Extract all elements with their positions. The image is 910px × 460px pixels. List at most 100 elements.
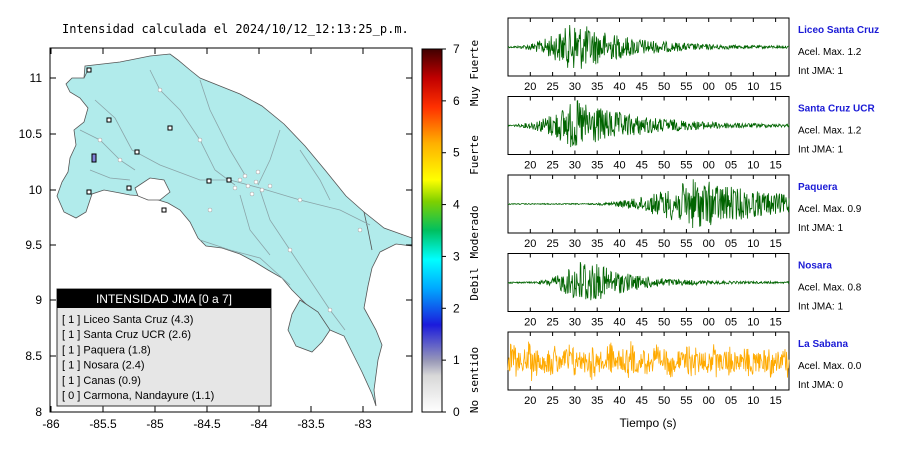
waveform-panel: 20 25 30 35 40 45 50 55 00 05 10 15 Liceo Santa Cruz…: [507, 17, 879, 93]
time-tick-label: 20: [524, 160, 536, 172]
pga-label: Acel. Max. 1.2: [798, 126, 862, 137]
time-tick-label: 00: [703, 317, 715, 329]
lon-tick-label: -83: [354, 417, 372, 431]
time-tick-label: 20: [524, 317, 536, 329]
time-tick-label: 40: [613, 317, 625, 329]
time-tick-label: 10: [747, 81, 759, 93]
colorbar-tick-label: 4: [453, 198, 460, 212]
station-name: Liceo Santa Cruz: [798, 25, 879, 36]
time-tick-label: 20: [524, 395, 536, 407]
intensity-colorbar: 7 6 5 4 3 2 1 0 Muy Fuerte Fuerte Moderado Debil No…: [421, 40, 481, 419]
map-title: Intensidad calculada el 2024/10/12_12:13…: [62, 22, 409, 36]
legend-entry: [ 1 ] Santa Cruz UCR (2.6): [62, 329, 191, 341]
station-name: Nosara: [798, 261, 832, 272]
lon-tick-label: -85: [146, 417, 164, 431]
time-tick-label: 00: [703, 160, 715, 172]
colorbar-categories: Muy Fuerte Fuerte Moderado Debil No sentido: [468, 40, 481, 413]
lon-tick-label: -85.5: [89, 417, 117, 431]
time-tick-label: 35: [591, 81, 603, 93]
time-tick-label: 55: [680, 81, 692, 93]
legend-entry: [ 0 ] Carmona, Nandayure (1.1): [62, 390, 214, 402]
lat-tick-label: 8: [35, 405, 42, 419]
station-name: Santa Cruz UCR: [798, 104, 875, 115]
colorbar-category: No sentido: [468, 347, 481, 413]
colorbar-category: Debil: [468, 267, 481, 300]
colorbar-tick-label: 7: [453, 42, 460, 56]
lat-tick-label: 10: [29, 183, 43, 197]
time-tick-label: 55: [680, 317, 692, 329]
time-tick-label: 30: [569, 238, 581, 250]
time-tick-label: 30: [569, 81, 581, 93]
time-tick-label: 10: [747, 160, 759, 172]
time-tick-label: 05: [725, 160, 737, 172]
legend-entry: [ 1 ] Liceo Santa Cruz (4.3): [62, 314, 193, 326]
waveform-trace: [507, 100, 790, 148]
legend-title: INTENSIDAD JMA [0 a 7]: [96, 292, 232, 306]
colorbar-tick-label: 2: [453, 301, 460, 315]
city-markers: [97, 87, 363, 313]
time-tick-label: 00: [703, 81, 715, 93]
lat-tick-label: 11: [30, 71, 43, 85]
time-tick-label: 25: [546, 81, 558, 93]
time-tick-label: 55: [680, 395, 692, 407]
road-network: [79, 69, 371, 331]
waveform-panel: 20 25 30 35 40 45 50 55 00 05 10 15 Paquera Acel. Max…: [507, 174, 862, 250]
colorbar-tick-label: 0: [453, 405, 460, 419]
colorbar-ticks: 7 6 5 4 3 2 1 0: [442, 42, 460, 419]
osa-peninsula: [287, 299, 331, 353]
jma-label: Int JMA: 1: [798, 302, 843, 313]
time-tick-label: 45: [636, 317, 648, 329]
pga-label: Acel. Max. 0.9: [798, 204, 862, 215]
lat-tick-label: 10.5: [19, 127, 43, 141]
time-tick-label: 35: [591, 395, 603, 407]
time-tick-label: 45: [636, 238, 648, 250]
colorbar-tick-label: 3: [453, 249, 460, 263]
jma-label: Int JMA: 1: [798, 66, 843, 77]
longitude-axis: -86 -85.5 -85 -84.5 -84 -83.5 -83: [42, 48, 372, 431]
colorbar-tick-label: 6: [453, 94, 460, 108]
time-tick-label: 55: [680, 238, 692, 250]
waveform-trace: [507, 24, 790, 69]
time-tick-label: 40: [613, 395, 625, 407]
time-tick-label: 30: [569, 395, 581, 407]
time-tick-label: 45: [636, 160, 648, 172]
colorbar-category: Muy Fuerte: [468, 40, 481, 106]
time-tick-label: 35: [591, 160, 603, 172]
waveform-frame: [507, 96, 790, 155]
station-name: La Sabana: [798, 339, 848, 350]
waveform-panels: 20 25 30 35 40 45 50 55 00 05 10 15 Liceo Santa Cruz…: [507, 17, 879, 407]
station-name: Paquera: [798, 182, 838, 193]
station-markers: [86, 67, 232, 213]
legend-entries: [ 1 ] Liceo Santa Cruz (4.3) [ 1 ] Santa …: [62, 314, 214, 402]
map-frame: [49, 47, 413, 413]
legend-entry: [ 1 ] Canas (0.9): [62, 375, 141, 387]
time-tick-label: 25: [546, 395, 558, 407]
time-tick-label: 45: [636, 395, 648, 407]
waveform-panel: 20 25 30 35 40 45 50 55 00 05 10 15 Nosara Acel. Max.…: [507, 253, 862, 329]
pga-label: Acel. Max. 1.2: [798, 47, 862, 58]
time-tick-label: 40: [613, 81, 625, 93]
lat-tick-label: 9: [35, 293, 42, 307]
time-tick-label: 10: [747, 238, 759, 250]
time-tick-label: 35: [591, 317, 603, 329]
colorbar-tick-label: 5: [453, 146, 460, 160]
map-panel: 11 10.5 10 9.5 9 8.5 8 -86 -85.5 -85 -84.5 -84 -83.…: [19, 47, 413, 431]
colorbar-category: Moderado: [468, 206, 481, 259]
time-tick-label: 50: [658, 160, 670, 172]
time-tick-label: 50: [658, 238, 670, 250]
legend-entry: [ 1 ] Nosara (2.4): [62, 360, 145, 372]
waveforms-xlabel: Tiempo (s): [620, 416, 677, 430]
time-tick-label: 15: [769, 81, 781, 93]
time-tick-label: 10: [747, 395, 759, 407]
time-tick-label: 25: [546, 160, 558, 172]
time-tick-label: 50: [658, 81, 670, 93]
time-tick-label: 20: [524, 81, 536, 93]
time-tick-label: 05: [725, 395, 737, 407]
waveform-trace: [507, 262, 790, 301]
time-tick-label: 15: [769, 238, 781, 250]
time-tick-label: 15: [769, 160, 781, 172]
colorbar-scale: [421, 48, 443, 413]
lat-tick-label: 8.5: [25, 349, 42, 363]
time-tick-label: 50: [658, 395, 670, 407]
